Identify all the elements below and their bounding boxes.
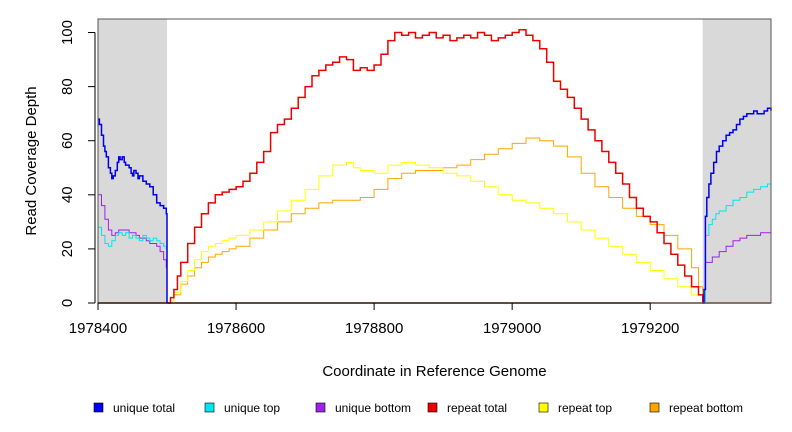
x-axis-title: Coordinate in Reference Genome [322,363,546,380]
y-axis: 0 20 40 60 80 100 [59,20,96,307]
legend-label: repeat top [558,401,612,415]
series-repeat-top [167,161,704,304]
series-layer [98,29,772,304]
shaded-region-2 [702,19,771,303]
legend-label: unique top [224,401,280,415]
x-axis: 1978400 1978600 1978800 1979000 1979200 [69,302,679,337]
legend-swatch [649,402,660,413]
legend-item-repeat-bottom: repeat bottom [649,401,743,415]
legend: unique total unique top unique bottom repea… [93,401,743,415]
y-tick-label: 60 [59,132,76,149]
legend-label: unique bottom [335,401,411,415]
plot-frame [97,18,772,304]
legend-item-unique-top: unique top [204,401,280,415]
series-repeat-bottom [167,137,704,304]
x-tick-label: 1978400 [69,320,127,337]
x-tick-label: 1979000 [483,320,541,337]
legend-swatch [315,402,326,413]
series-unique-total [98,107,772,304]
x-tick-label: 1979200 [621,320,679,337]
y-tick-label: 40 [59,186,76,203]
flanking-region-shading [98,19,771,303]
legend-label: repeat bottom [669,401,743,415]
series-unique-bottom [98,194,772,304]
legend-item-unique-bottom: unique bottom [315,401,411,415]
series-repeat-total [167,29,704,304]
y-tick-label: 20 [59,241,76,258]
legend-item-repeat-total: repeat total [427,401,507,415]
legend-label: repeat total [447,401,507,415]
legend-item-repeat-top: repeat top [538,401,612,415]
legend-swatch [204,402,215,413]
y-tick-label: 80 [59,78,76,95]
legend-item-unique-total: unique total [93,401,175,415]
legend-swatch [538,402,549,413]
y-tick-label: 100 [59,20,76,45]
legend-swatch [93,402,104,413]
legend-swatch [427,402,438,413]
legend-label: unique total [113,401,175,415]
y-axis-title: Read Coverage Depth [23,86,40,235]
x-tick-label: 1978600 [207,320,265,337]
x-tick-label: 1978800 [345,320,403,337]
shaded-region-1 [98,19,168,303]
y-tick-label: 0 [59,299,76,307]
series-unique-top [98,181,772,304]
